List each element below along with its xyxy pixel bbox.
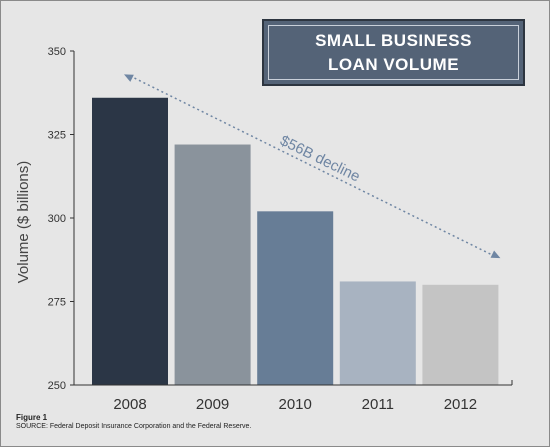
y-tick-label-350: 350 bbox=[48, 46, 66, 58]
bar-2009 bbox=[174, 144, 251, 385]
source-note: SOURCE: Federal Deposit Insurance Corpor… bbox=[16, 423, 252, 430]
trend-arrow-start bbox=[124, 74, 134, 82]
y-tick-label-250: 250 bbox=[48, 380, 66, 392]
y-tick-label-275: 275 bbox=[48, 297, 66, 309]
chart-title-line-2: LOAN VOLUME bbox=[327, 54, 460, 74]
y-tick-label-300: 300 bbox=[48, 213, 66, 225]
figure-label: Figure 1 bbox=[16, 413, 48, 422]
trend-arrow-end bbox=[490, 250, 501, 259]
trend-annotation: $56B decline bbox=[277, 132, 362, 185]
x-tick-label-2008: 2008 bbox=[113, 396, 146, 413]
bar-2011 bbox=[339, 281, 416, 385]
chart-title-line-1: SMALL BUSINESS bbox=[315, 30, 472, 50]
chart-title: SMALL BUSINESS LOAN VOLUME bbox=[315, 29, 472, 77]
x-tick-label-2010: 2010 bbox=[279, 396, 312, 413]
bar-2012 bbox=[422, 284, 499, 385]
chart-title-box: SMALL BUSINESS LOAN VOLUME bbox=[262, 19, 525, 86]
x-tick-label-2011: 2011 bbox=[362, 396, 394, 413]
x-tick-label-2012: 2012 bbox=[444, 396, 477, 413]
bar-2008 bbox=[92, 97, 168, 385]
bar-2010 bbox=[257, 211, 334, 385]
x-tick-label-2009: 2009 bbox=[196, 396, 229, 413]
title-border bbox=[268, 25, 519, 80]
y-axis-title: Volume ($ billions) bbox=[15, 161, 32, 284]
y-tick-label-325: 325 bbox=[48, 130, 66, 142]
